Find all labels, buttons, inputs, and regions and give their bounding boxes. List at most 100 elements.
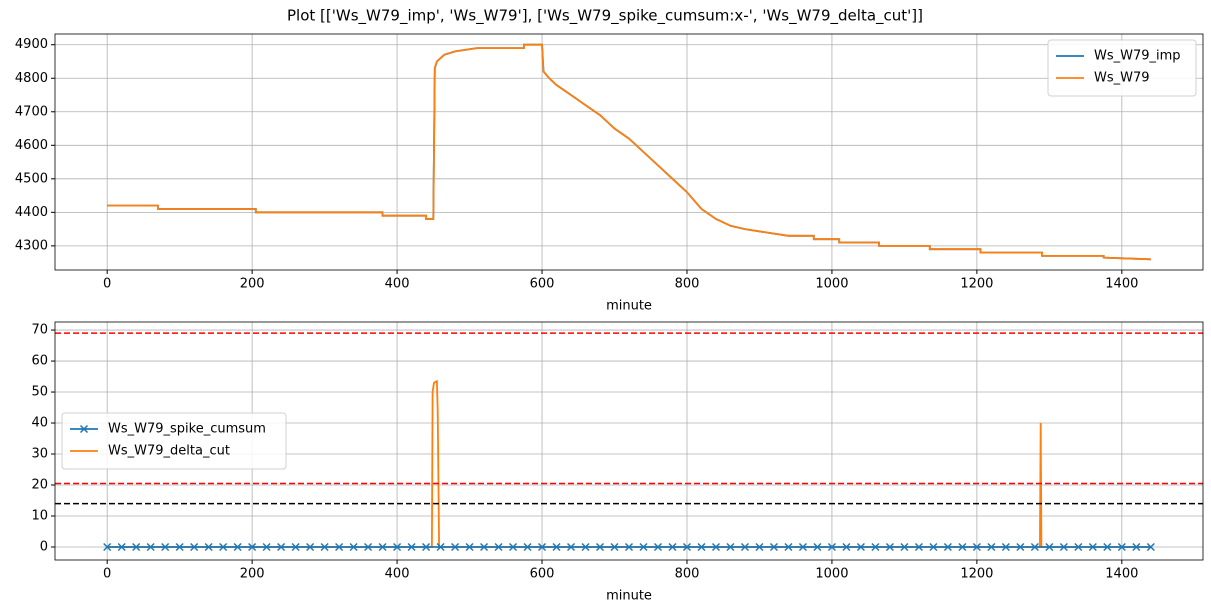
marker bbox=[581, 542, 590, 552]
marker bbox=[393, 542, 402, 552]
marker bbox=[885, 542, 894, 552]
y-tick-label: 20 bbox=[31, 478, 48, 493]
marker bbox=[407, 542, 416, 552]
y-tick-label: 40 bbox=[31, 416, 48, 431]
x-tick-label: 1000 bbox=[815, 277, 848, 292]
x-tick-label: 600 bbox=[530, 277, 555, 292]
axes-frame bbox=[54, 321, 1204, 561]
marker bbox=[349, 542, 358, 552]
marker bbox=[262, 542, 271, 552]
x-tick-label: 1400 bbox=[1105, 277, 1138, 292]
marker bbox=[161, 542, 170, 552]
x-tick-label: 1200 bbox=[960, 277, 993, 292]
legend-label: Ws_W79_delta_cut bbox=[108, 444, 230, 459]
marker bbox=[146, 542, 155, 552]
marker bbox=[509, 542, 518, 552]
marker bbox=[1103, 542, 1112, 552]
x-tick-label: 1000 bbox=[815, 567, 848, 582]
marker bbox=[610, 542, 619, 552]
legend-label: Ws_W79_imp bbox=[1094, 49, 1181, 64]
marker bbox=[972, 542, 981, 552]
marker bbox=[436, 542, 445, 552]
marker bbox=[451, 542, 460, 552]
marker bbox=[668, 542, 677, 552]
x-tick-label: 0 bbox=[103, 567, 111, 582]
marker bbox=[422, 542, 431, 552]
marker bbox=[1016, 542, 1025, 552]
legend-box bbox=[1047, 39, 1197, 97]
marker bbox=[364, 542, 373, 552]
marker bbox=[595, 542, 605, 552]
marker bbox=[798, 542, 807, 552]
legend-label: Ws_W79 bbox=[1094, 71, 1150, 86]
marker bbox=[871, 542, 880, 552]
marker bbox=[1074, 542, 1083, 552]
marker bbox=[175, 542, 184, 552]
marker bbox=[494, 542, 503, 552]
marker bbox=[943, 542, 952, 552]
y-tick-label: 0 bbox=[40, 539, 48, 554]
marker bbox=[277, 542, 286, 552]
y-tick-label: 4400 bbox=[15, 205, 48, 220]
marker bbox=[813, 542, 822, 552]
x-tick-label: 1200 bbox=[960, 567, 993, 582]
marker bbox=[740, 542, 749, 552]
x-tick-label: 800 bbox=[675, 567, 700, 582]
marker bbox=[1132, 542, 1141, 552]
marker bbox=[842, 542, 851, 552]
figure-title: Plot [['Ws_W79_imp', 'Ws_W79'], ['Ws_W79… bbox=[287, 7, 923, 26]
y-tick-label: 4500 bbox=[15, 171, 48, 186]
marker bbox=[856, 542, 865, 552]
marker bbox=[117, 542, 126, 552]
y-tick-label: 60 bbox=[31, 354, 48, 369]
marker bbox=[219, 542, 228, 552]
legend-label: Ws_W79_spike_cumsum bbox=[108, 422, 266, 437]
marker bbox=[566, 542, 576, 552]
y-tick-label: 4300 bbox=[15, 238, 48, 253]
x-tick-label: 200 bbox=[240, 277, 265, 292]
marker bbox=[1146, 542, 1155, 552]
legend-box bbox=[61, 412, 287, 470]
x-axis-label: minute bbox=[606, 589, 652, 604]
marker bbox=[987, 542, 996, 552]
x-tick-label: 1400 bbox=[1105, 567, 1138, 582]
y-tick-label: 50 bbox=[31, 385, 48, 400]
marker bbox=[132, 542, 141, 552]
marker bbox=[480, 542, 489, 552]
marker bbox=[537, 542, 547, 552]
x-tick-label: 400 bbox=[385, 567, 410, 582]
x-tick-label: 800 bbox=[675, 277, 700, 292]
marker bbox=[1117, 542, 1126, 552]
marker bbox=[523, 542, 532, 552]
marker bbox=[624, 542, 634, 552]
y-tick-label: 70 bbox=[31, 323, 48, 338]
y-tick-label: 4900 bbox=[15, 37, 48, 52]
marker bbox=[378, 542, 387, 552]
x-tick-label: 600 bbox=[530, 567, 555, 582]
marker bbox=[233, 542, 242, 552]
axes-frame bbox=[54, 33, 1204, 271]
marker bbox=[769, 542, 778, 552]
series-line bbox=[107, 379, 1151, 548]
marker bbox=[335, 542, 344, 552]
marker bbox=[1088, 542, 1097, 552]
y-tick-label: 4600 bbox=[15, 138, 48, 153]
marker bbox=[914, 542, 923, 552]
marker bbox=[784, 542, 793, 552]
x-axis-label: minute bbox=[606, 299, 652, 314]
marker bbox=[103, 542, 112, 552]
marker bbox=[929, 542, 938, 552]
legend-marker bbox=[79, 424, 89, 434]
y-tick-label: 30 bbox=[31, 447, 48, 462]
marker bbox=[306, 542, 315, 552]
marker bbox=[697, 542, 706, 552]
x-tick-label: 400 bbox=[385, 277, 410, 292]
marker bbox=[958, 542, 967, 552]
marker bbox=[1059, 542, 1068, 552]
y-tick-label: 4700 bbox=[15, 104, 48, 119]
marker bbox=[1030, 542, 1039, 552]
x-tick-label: 200 bbox=[240, 567, 265, 582]
marker bbox=[465, 542, 474, 552]
